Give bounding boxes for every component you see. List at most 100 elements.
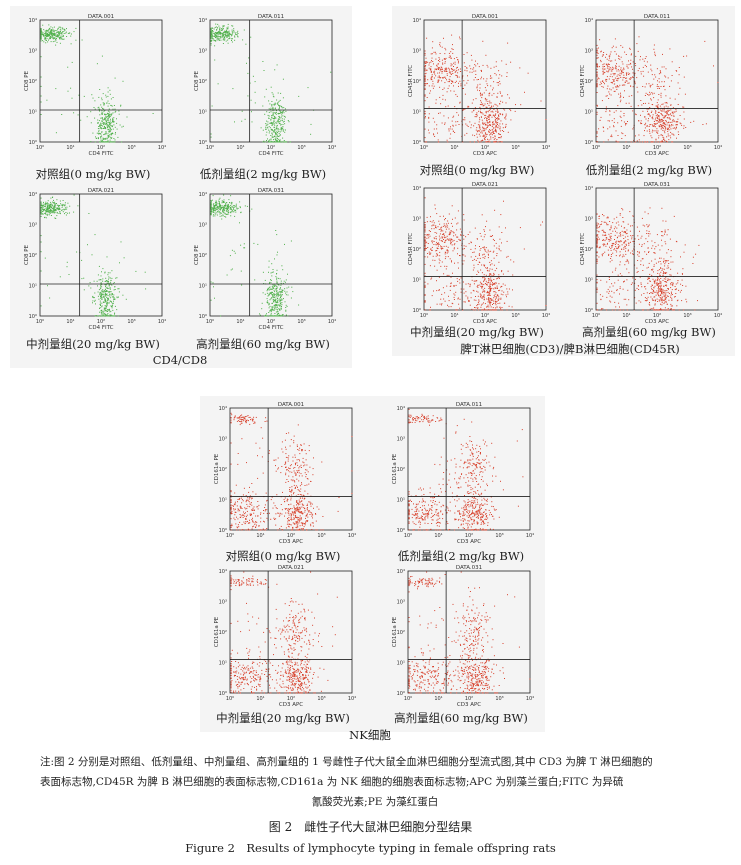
event-point	[53, 212, 55, 214]
event-point	[211, 34, 213, 36]
event-point	[488, 114, 490, 116]
event-point	[98, 137, 99, 139]
event-point	[610, 235, 612, 237]
event-point	[211, 36, 213, 38]
event-point	[108, 131, 110, 133]
event-point	[433, 85, 435, 87]
event-point	[660, 126, 662, 128]
event-point	[639, 141, 641, 143]
event-point	[450, 90, 452, 92]
event-point	[649, 115, 651, 117]
event-point	[77, 114, 79, 116]
event-point	[279, 141, 281, 143]
event-point	[429, 235, 431, 237]
event-point	[505, 118, 507, 120]
event-point	[474, 307, 475, 308]
event-point	[649, 91, 651, 93]
event-point	[59, 276, 61, 278]
event-point	[222, 202, 224, 203]
event-point	[430, 306, 431, 308]
event-point	[475, 65, 477, 67]
event-point	[105, 277, 107, 279]
event-point	[227, 203, 229, 205]
event-point	[459, 255, 461, 257]
event-point	[71, 97, 73, 99]
event-point	[642, 66, 644, 68]
event-point	[656, 114, 658, 116]
event-point	[273, 103, 275, 105]
event-point	[487, 306, 489, 308]
event-point	[216, 207, 218, 209]
event-point	[105, 315, 107, 317]
event-point	[469, 231, 471, 233]
event-point	[454, 132, 456, 133]
event-point	[664, 140, 666, 141]
event-point	[292, 291, 294, 293]
event-point	[45, 30, 47, 32]
event-point	[114, 139, 116, 141]
event-point	[506, 76, 508, 77]
event-point	[480, 282, 482, 284]
event-point	[276, 286, 278, 288]
event-point	[545, 305, 547, 306]
event-point	[667, 114, 669, 116]
event-point	[222, 43, 224, 44]
event-point	[626, 244, 627, 246]
event-point	[55, 34, 57, 36]
event-point	[652, 83, 654, 85]
x-tick-label: 10²	[481, 313, 489, 319]
event-point	[107, 105, 109, 107]
event-point	[276, 304, 278, 306]
event-point	[105, 137, 107, 139]
event-point	[210, 281, 212, 283]
event-point	[99, 311, 101, 313]
event-point	[257, 243, 259, 245]
event-point	[214, 27, 216, 28]
event-point	[478, 133, 480, 135]
event-point	[654, 126, 656, 128]
x-tick-label: 10⁴	[714, 145, 722, 151]
event-point	[489, 300, 491, 302]
event-point	[425, 61, 427, 63]
event-point	[40, 28, 42, 30]
event-point	[667, 135, 669, 137]
event-point	[101, 117, 103, 119]
event-point	[617, 135, 619, 136]
event-point	[447, 256, 449, 258]
event-point	[497, 298, 499, 300]
event-point	[469, 121, 471, 123]
event-point	[463, 254, 465, 256]
event-point	[455, 94, 457, 96]
event-point	[273, 289, 275, 291]
event-point	[632, 110, 634, 112]
event-point	[598, 238, 600, 240]
event-point	[262, 292, 264, 294]
event-point	[271, 122, 273, 124]
event-point	[673, 121, 675, 123]
event-point	[272, 308, 273, 310]
event-point	[463, 109, 465, 111]
event-point	[613, 111, 615, 113]
event-point	[491, 106, 493, 108]
event-point	[620, 45, 622, 47]
event-point	[649, 107, 651, 108]
event-point	[97, 122, 99, 124]
event-point	[620, 56, 622, 58]
event-point	[603, 245, 605, 247]
event-point	[251, 111, 252, 113]
event-point	[87, 244, 88, 246]
event-point	[649, 124, 651, 126]
event-point	[660, 86, 662, 87]
event-point	[497, 124, 498, 125]
event-point	[277, 284, 279, 286]
event-point	[664, 111, 666, 113]
event-point	[683, 125, 685, 127]
event-point	[658, 116, 660, 118]
event-point	[57, 31, 59, 33]
event-point	[231, 35, 232, 37]
event-point	[243, 243, 245, 245]
event-point	[266, 140, 267, 141]
event-point	[47, 29, 49, 31]
event-point	[280, 303, 282, 305]
event-point	[644, 86, 646, 88]
